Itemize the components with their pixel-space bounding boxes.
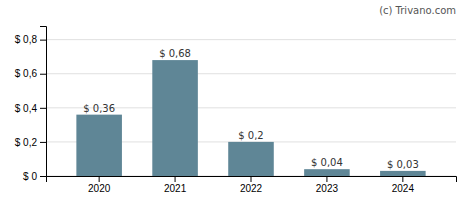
y-tick: $ 0,2 (15, 137, 46, 148)
x-tick-label: 2023 (316, 183, 339, 194)
x-tick-label: 2024 (392, 183, 415, 194)
bar (304, 169, 350, 176)
x-tick: 2024 (392, 176, 415, 194)
x-tick-mark (251, 176, 252, 182)
grid-line (46, 73, 456, 74)
bar (76, 115, 122, 176)
x-tick: 2021 (164, 176, 187, 194)
data-label: $ 0,68 (159, 48, 191, 59)
x-tick-label: 2021 (164, 183, 187, 194)
y-tick-label: $ 0,6 (15, 68, 38, 79)
x-tick-mark (175, 176, 176, 182)
y-tick-mark (40, 108, 46, 109)
x-tick: 2023 (316, 176, 339, 194)
y-tick: $ 0,8 (15, 34, 46, 45)
bars (76, 60, 425, 176)
data-label: $ 0,03 (387, 159, 419, 170)
data-label: $ 0,36 (83, 103, 115, 114)
annotation: (c) Trivano.com (379, 5, 456, 16)
plot: $ 0$ 0,2$ 0,4$ 0,6$ 0,820202021202220232… (15, 27, 457, 195)
data-labels: $ 0,36 $ 0,68 $ 0,2 $ 0,04 $ 0,03 (83, 48, 419, 170)
y-tick-label: $ 0,2 (15, 137, 38, 148)
grid-line (46, 39, 456, 40)
x-tick-mark (326, 176, 327, 182)
y-tick-label: $ 0,8 (15, 34, 38, 45)
x-tick-mark (99, 176, 100, 182)
y-tick-label: $ 0,4 (15, 103, 38, 114)
x-axis: 2020 2021 2022 2023 2024 (47, 176, 457, 194)
y-axis-line (40, 27, 47, 177)
bar (380, 171, 426, 176)
y-tick-label: $ 0 (23, 171, 37, 182)
y-tick-mark (40, 176, 46, 177)
data-label: $ 0,2 (238, 130, 263, 141)
y-tick-mark (40, 74, 46, 75)
grid (46, 40, 456, 176)
y-tick: $ 0 (23, 171, 46, 182)
x-tick: 2020 (88, 176, 111, 194)
bar (228, 142, 274, 176)
y-axis: $ 0 $ 0,2 $ 0,4 $ 0,6 $ 0,8 (15, 27, 47, 182)
x-tick-label: 2022 (240, 183, 263, 194)
x-tick-label: 2020 (88, 183, 111, 194)
data-label: $ 0,04 (311, 157, 343, 168)
y-tick: $ 0,4 (15, 103, 46, 114)
bar (152, 60, 198, 176)
x-tick-mark (402, 176, 403, 182)
y-tick: $ 0,6 (15, 68, 46, 79)
x-axis-line (47, 177, 457, 183)
y-tick-mark (40, 142, 46, 143)
chart: $ 0$ 0,2$ 0,4$ 0,6$ 0,820202021202220232… (0, 0, 470, 200)
y-tick-mark (40, 40, 46, 41)
x-tick: 2022 (240, 176, 263, 194)
